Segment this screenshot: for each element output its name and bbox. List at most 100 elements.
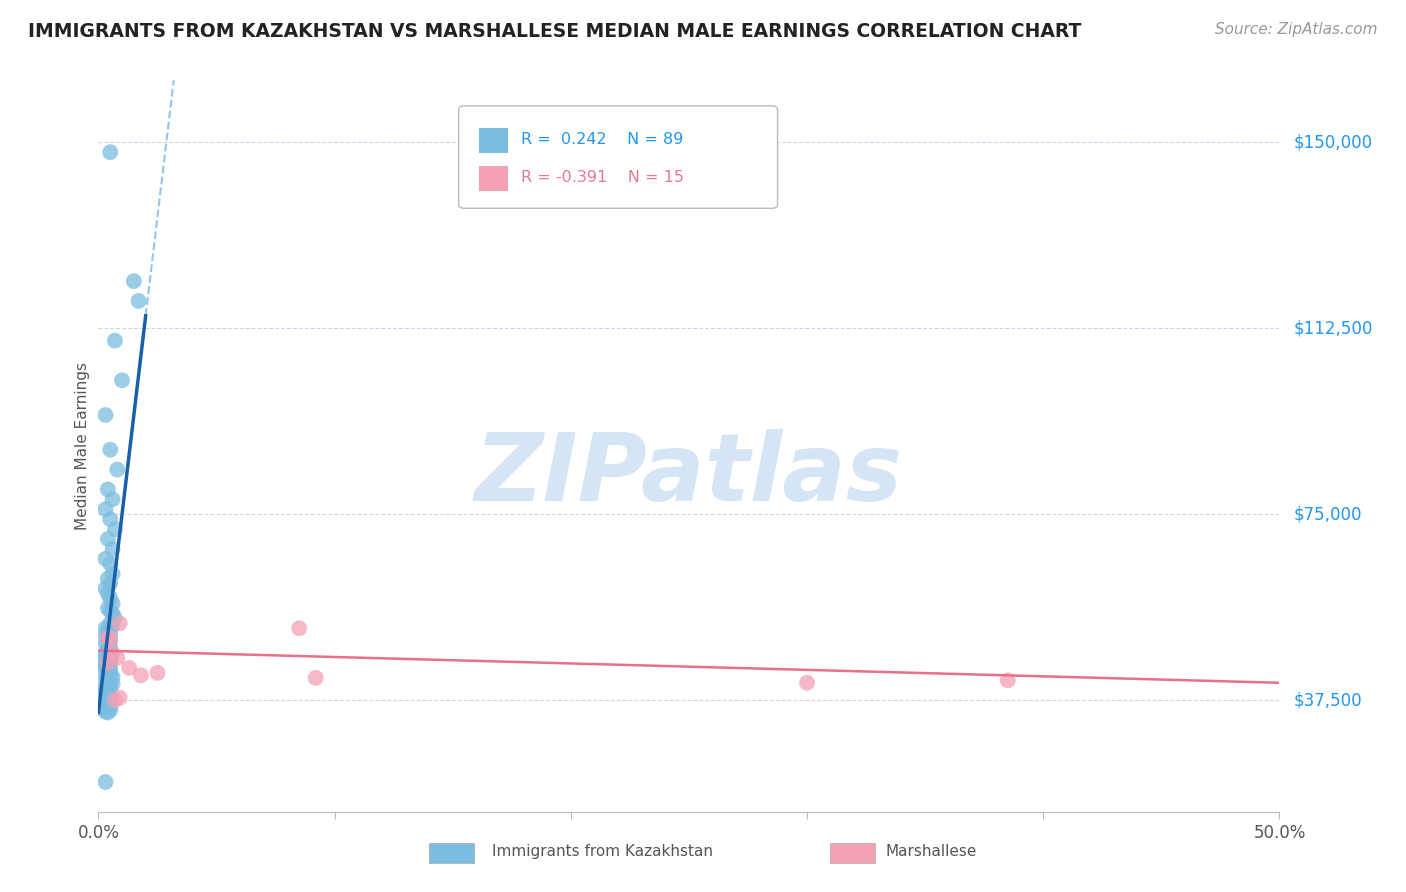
Point bbox=[111, 373, 134, 387]
Point bbox=[94, 650, 117, 665]
Point bbox=[101, 670, 124, 684]
Point bbox=[98, 633, 121, 648]
Point bbox=[98, 631, 121, 645]
Point bbox=[97, 631, 120, 645]
Text: $150,000: $150,000 bbox=[1294, 133, 1372, 152]
Point bbox=[94, 408, 117, 422]
Point bbox=[94, 636, 117, 650]
Point bbox=[97, 648, 120, 663]
Point bbox=[97, 674, 120, 689]
Point bbox=[97, 690, 120, 705]
Point bbox=[98, 668, 121, 682]
Point bbox=[101, 541, 124, 556]
Point bbox=[98, 662, 121, 676]
Point bbox=[97, 683, 120, 698]
Text: R =  0.242    N = 89: R = 0.242 N = 89 bbox=[522, 132, 683, 147]
Text: IMMIGRANTS FROM KAZAKHSTAN VS MARSHALLESE MEDIAN MALE EARNINGS CORRELATION CHART: IMMIGRANTS FROM KAZAKHSTAN VS MARSHALLES… bbox=[28, 22, 1081, 41]
Text: R = -0.391    N = 15: R = -0.391 N = 15 bbox=[522, 170, 685, 185]
Point bbox=[94, 646, 117, 660]
Point bbox=[97, 586, 120, 600]
Point bbox=[108, 690, 131, 705]
Point bbox=[288, 621, 311, 635]
Point bbox=[94, 681, 117, 696]
Point bbox=[97, 655, 120, 669]
Point bbox=[97, 672, 120, 686]
Text: ZIPatlas: ZIPatlas bbox=[475, 429, 903, 521]
Point bbox=[997, 673, 1019, 688]
Point bbox=[97, 651, 120, 665]
Point bbox=[98, 673, 121, 688]
Point bbox=[101, 597, 124, 611]
Text: Source: ZipAtlas.com: Source: ZipAtlas.com bbox=[1215, 22, 1378, 37]
Point bbox=[97, 658, 120, 673]
Point bbox=[94, 705, 117, 719]
Point bbox=[94, 671, 117, 685]
Point bbox=[97, 483, 120, 497]
Point bbox=[98, 557, 121, 571]
Point bbox=[97, 680, 120, 694]
Point bbox=[97, 698, 120, 712]
Point bbox=[97, 639, 120, 653]
Text: $37,500: $37,500 bbox=[1294, 691, 1362, 709]
Point bbox=[94, 582, 117, 596]
Point bbox=[97, 631, 120, 645]
Point bbox=[104, 611, 127, 625]
Point bbox=[101, 607, 124, 621]
Point bbox=[94, 629, 117, 643]
Point bbox=[98, 665, 121, 680]
Point bbox=[305, 671, 328, 685]
Point bbox=[796, 675, 818, 690]
Point bbox=[97, 688, 120, 702]
Point bbox=[94, 684, 117, 698]
Point bbox=[98, 652, 121, 666]
Point bbox=[97, 532, 120, 546]
Text: Marshallese: Marshallese bbox=[886, 845, 977, 859]
Point bbox=[97, 686, 120, 700]
Point bbox=[94, 660, 117, 674]
Point bbox=[94, 551, 117, 566]
FancyBboxPatch shape bbox=[458, 106, 778, 209]
Point bbox=[94, 653, 117, 667]
Point bbox=[146, 665, 169, 680]
Point bbox=[97, 601, 120, 615]
Point bbox=[101, 646, 124, 660]
Point bbox=[97, 706, 120, 720]
Point bbox=[101, 492, 124, 507]
Point bbox=[97, 572, 120, 586]
Point bbox=[97, 624, 120, 638]
Point bbox=[101, 619, 124, 633]
Point bbox=[104, 334, 127, 348]
Point bbox=[105, 651, 128, 665]
Point bbox=[98, 626, 121, 640]
Point bbox=[104, 522, 127, 536]
Point bbox=[98, 591, 121, 606]
Point bbox=[97, 701, 120, 715]
Text: $75,000: $75,000 bbox=[1294, 505, 1362, 524]
Text: $112,500: $112,500 bbox=[1294, 319, 1372, 337]
Point bbox=[94, 687, 117, 701]
Point bbox=[105, 462, 128, 476]
Point bbox=[122, 274, 145, 288]
Point bbox=[118, 661, 141, 675]
Point bbox=[98, 641, 121, 656]
Point bbox=[108, 616, 131, 631]
Point bbox=[98, 690, 121, 704]
Point bbox=[98, 616, 121, 631]
Point bbox=[94, 700, 117, 714]
Point bbox=[98, 675, 121, 690]
Point bbox=[98, 604, 121, 618]
Point bbox=[97, 661, 120, 675]
Point bbox=[104, 693, 127, 707]
Point bbox=[94, 775, 117, 789]
Point bbox=[98, 691, 121, 706]
Point bbox=[98, 696, 121, 710]
Bar bbox=[478, 128, 508, 153]
Point bbox=[94, 678, 117, 692]
Point bbox=[98, 681, 121, 695]
Text: Immigrants from Kazakhstan: Immigrants from Kazakhstan bbox=[492, 845, 713, 859]
Bar bbox=[478, 166, 508, 192]
Point bbox=[97, 665, 120, 679]
Point bbox=[101, 677, 124, 691]
Point bbox=[98, 699, 121, 714]
Point bbox=[128, 293, 150, 308]
